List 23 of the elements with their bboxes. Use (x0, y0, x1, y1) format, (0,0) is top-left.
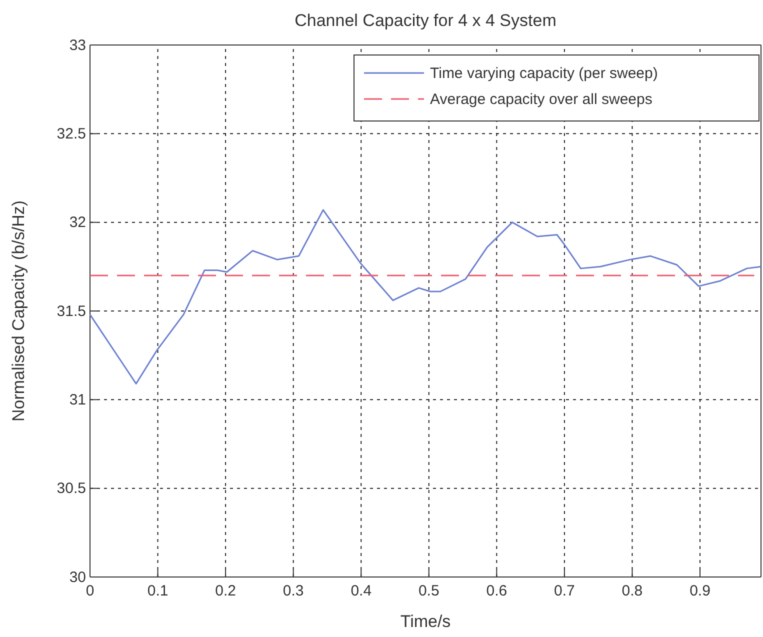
x-tick-label: 0.9 (690, 582, 710, 600)
y-tick-label: 31.5 (56, 302, 86, 320)
x-tick-label: 0.8 (622, 582, 643, 600)
x-tick-label: 0.1 (147, 582, 168, 600)
y-tick-label: 32.5 (56, 125, 86, 142)
y-tick-label: 30 (69, 568, 86, 586)
x-tick-label: 0.4 (350, 582, 372, 600)
y-tick-label: 32 (69, 214, 86, 232)
y-tick-label: 30.5 (56, 480, 86, 498)
x-tick-label: 0.5 (418, 582, 440, 600)
y-tick-label: 33 (69, 36, 86, 54)
legend-label: Time varying capacity (per sweep) (430, 65, 658, 82)
legend-label: Average capacity over all sweeps (430, 91, 652, 108)
chart-title: Channel Capacity for 4 x 4 System (294, 11, 556, 30)
x-tick-label: 0 (86, 582, 94, 600)
x-tick-label: 0.7 (554, 582, 575, 600)
line-series (89, 209, 762, 384)
x-tick-label: 0.3 (282, 582, 304, 600)
x-tick-label: 0.6 (486, 582, 508, 600)
x-tick-label: 0.2 (215, 582, 236, 600)
y-tick-label: 31 (69, 391, 86, 408)
x-axis-title: Time/s (400, 612, 451, 631)
y-axis-title: Normalised Capacity (b/s/Hz) (9, 200, 28, 422)
